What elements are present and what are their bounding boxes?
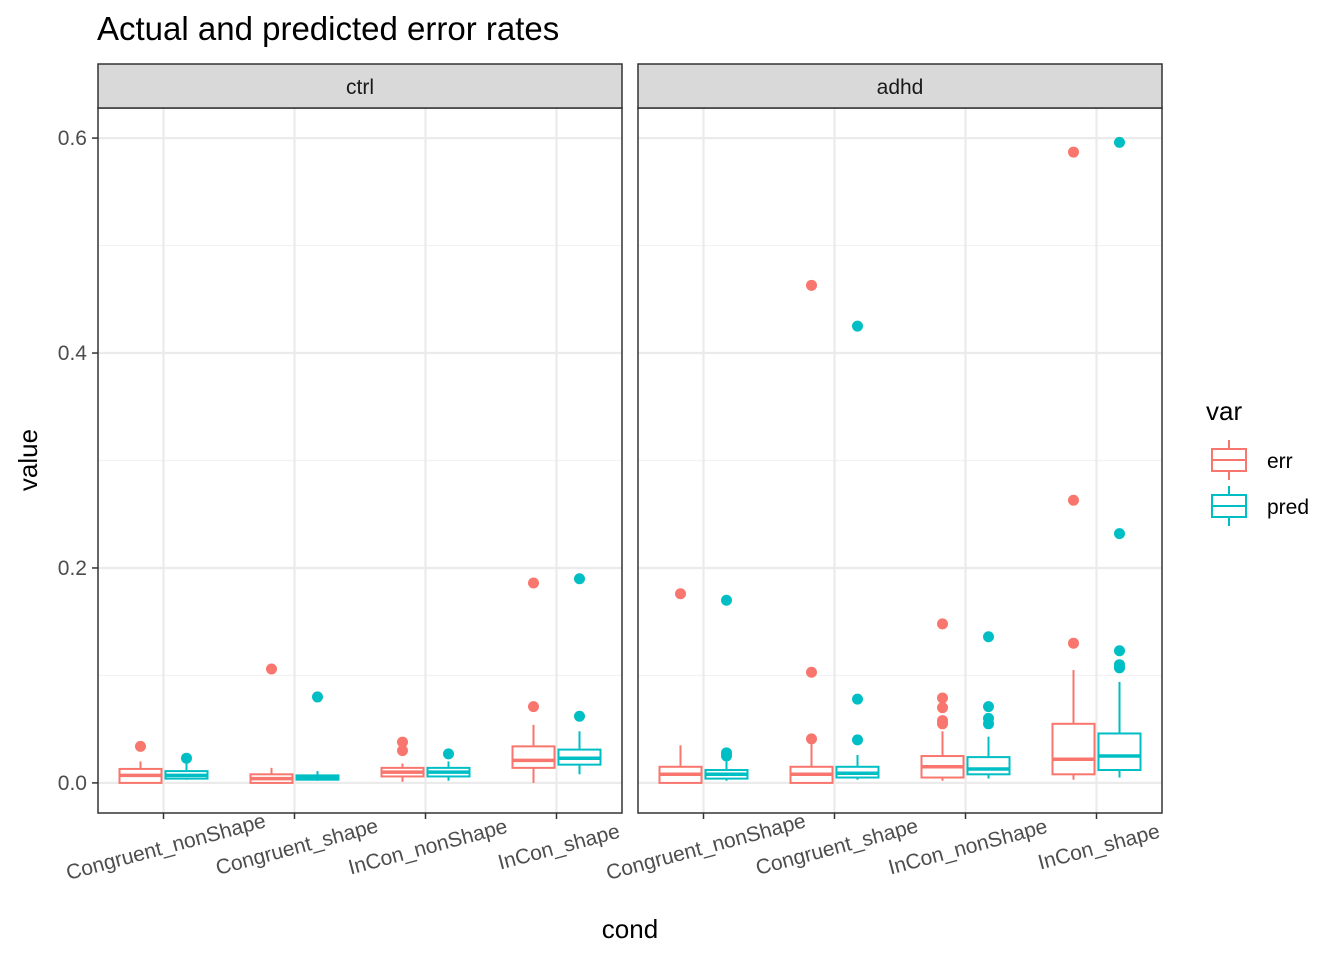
outlier-point — [983, 701, 994, 713]
outlier-point — [1068, 494, 1079, 506]
legend-title: var — [1206, 396, 1242, 426]
outlier-point — [397, 736, 408, 748]
outlier-point — [443, 748, 454, 760]
outlier-point — [721, 594, 732, 606]
box-Congruent_nonShape-pred — [704, 594, 749, 781]
outlier-point — [1068, 637, 1079, 649]
outlier-point — [528, 701, 539, 713]
x-tick-label: InCon_shape — [1036, 820, 1163, 875]
box-InCon_nonShape-pred — [966, 631, 1011, 779]
strip-label: ctrl — [346, 76, 374, 99]
outlier-point — [806, 733, 817, 745]
outlier-point — [1114, 645, 1125, 657]
y-tick-label: 0.6 — [58, 127, 87, 150]
box-Congruent_nonShape-err — [658, 588, 703, 784]
y-tick-label: 0.2 — [58, 557, 87, 580]
outlier-point — [806, 666, 817, 678]
strip-background — [637, 63, 1163, 109]
outlier-point — [721, 747, 732, 759]
outlier-point — [574, 573, 585, 585]
box-iqr — [1097, 732, 1142, 772]
box-Congruent_shape-err — [249, 663, 294, 784]
facet-panel-ctrl: ctrlCongruent_nonShapeCongruent_shapeInC… — [64, 63, 623, 885]
facet-panel-adhd: adhdCongruent_nonShapeCongruent_shapeInC… — [604, 63, 1163, 885]
outlier-point — [983, 712, 994, 724]
outlier-point — [937, 715, 948, 727]
strip-background — [97, 63, 623, 109]
box-iqr — [511, 745, 556, 769]
x-tick-label: InCon_shape — [496, 820, 623, 875]
outlier-point — [266, 663, 277, 675]
outlier-point — [983, 631, 994, 643]
outlier-point — [181, 752, 192, 764]
box-InCon_shape-err — [511, 577, 556, 783]
outlier-point — [397, 745, 408, 757]
outlier-point — [852, 734, 863, 746]
box-iqr — [966, 756, 1011, 776]
outlier-point — [806, 279, 817, 291]
legend-item-label: err — [1267, 450, 1293, 473]
outlier-point — [135, 740, 146, 752]
outlier-point — [852, 693, 863, 705]
x-axis-title: cond — [602, 914, 658, 944]
box-InCon_nonShape-err — [380, 736, 425, 782]
outlier-point — [574, 710, 585, 722]
outlier-point — [1114, 528, 1125, 540]
box-InCon_shape-pred — [557, 573, 602, 775]
outlier-point — [1114, 136, 1125, 148]
box-Congruent_shape-err — [789, 279, 834, 784]
outlier-point — [312, 691, 323, 703]
box-InCon_shape-err — [1051, 146, 1096, 780]
y-axis-title: value — [13, 429, 43, 491]
box-InCon_nonShape-err — [920, 618, 965, 781]
y-tick-label: 0.0 — [58, 772, 87, 795]
outlier-point — [1114, 659, 1125, 671]
legend-item-label: pred — [1267, 496, 1309, 519]
outlier-point — [528, 577, 539, 589]
outlier-point — [675, 588, 686, 600]
strip-label: adhd — [877, 76, 924, 99]
box-InCon_nonShape-pred — [426, 748, 471, 781]
box-iqr — [1051, 722, 1096, 776]
box-InCon_shape-pred — [1097, 136, 1142, 778]
box-Congruent_nonShape-pred — [164, 752, 209, 780]
box-Congruent_shape-pred — [835, 320, 880, 780]
outlier-point — [937, 618, 948, 630]
chart-title: Actual and predicted error rates — [97, 10, 560, 47]
outlier-point — [937, 702, 948, 714]
legend: var err pred — [1206, 396, 1309, 526]
legend-key-pred — [1211, 486, 1247, 526]
outlier-point — [1068, 146, 1079, 158]
box-Congruent_nonShape-err — [118, 740, 163, 784]
y-tick-label: 0.4 — [58, 342, 88, 365]
outlier-point — [852, 320, 863, 332]
legend-key-err — [1211, 440, 1247, 480]
box-Congruent_shape-pred — [295, 691, 340, 781]
outlier-point — [937, 692, 948, 704]
